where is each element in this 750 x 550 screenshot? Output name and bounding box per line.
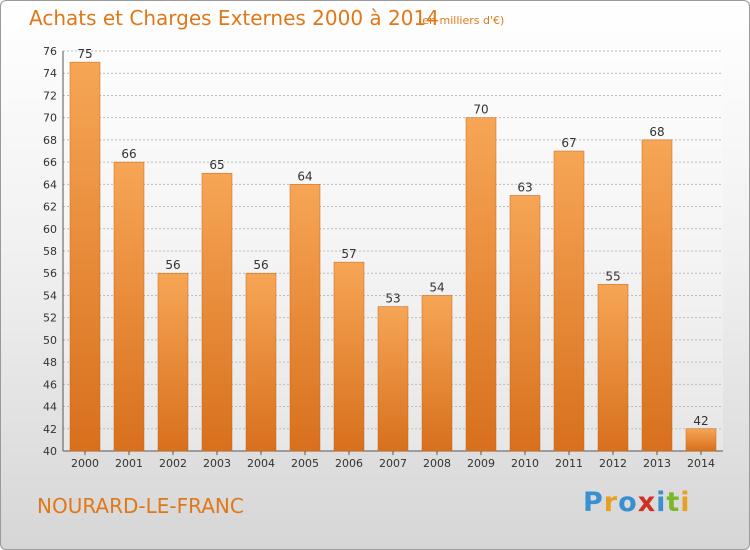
x-tick-label: 2007	[379, 457, 407, 470]
x-tick-label: 2012	[599, 457, 627, 470]
bar	[421, 295, 453, 452]
y-tick-label: 64	[43, 178, 57, 191]
y-tick-label: 54	[43, 289, 57, 302]
x-tick-label: 2013	[643, 457, 671, 470]
x-tick-label: 2001	[115, 457, 143, 470]
x-tick-label: 2014	[687, 457, 715, 470]
bar-value-label: 57	[341, 247, 356, 261]
bar-value-label: 55	[605, 269, 620, 283]
bar-value-label: 68	[649, 125, 664, 139]
bar	[157, 272, 189, 452]
y-tick-label: 56	[43, 267, 57, 280]
bar	[465, 117, 497, 452]
y-tick-label: 40	[43, 445, 57, 458]
bar-value-label: 56	[165, 258, 180, 272]
bar-value-label: 75	[77, 47, 92, 61]
logo-letter: x	[637, 487, 657, 518]
logo-letter: o	[618, 487, 638, 518]
bar	[509, 195, 541, 452]
bar-value-label: 42	[693, 414, 708, 428]
x-tick-label: 2010	[511, 457, 539, 470]
bar	[641, 139, 673, 452]
chart-title: Achats et Charges Externes 2000 à 2014	[29, 6, 439, 30]
logo-letter: t	[666, 487, 681, 518]
x-tick-label: 2002	[159, 457, 187, 470]
y-tick-label: 74	[43, 67, 57, 80]
logo-letter: i	[680, 487, 691, 518]
bar-value-label: 70	[473, 103, 488, 117]
y-tick-label: 72	[43, 89, 57, 102]
bar-value-label: 66	[121, 147, 136, 161]
bar	[245, 272, 277, 452]
y-tick-label: 70	[43, 112, 57, 125]
y-tick-label: 62	[43, 201, 57, 214]
x-tick-label: 2003	[203, 457, 231, 470]
logo-letter: i	[656, 487, 667, 518]
bar-value-label: 65	[209, 158, 224, 172]
bar	[333, 261, 365, 452]
logo-letter: P	[583, 487, 604, 518]
chart-subtitle: (en milliers d'€)	[418, 14, 505, 27]
proxiti-logo: Proxiti	[583, 487, 691, 518]
x-tick-label: 2011	[555, 457, 583, 470]
y-tick-label: 58	[43, 245, 57, 258]
y-tick-label: 60	[43, 223, 57, 236]
x-tick-label: 2008	[423, 457, 451, 470]
bar-value-label: 54	[429, 280, 444, 294]
y-tick-label: 46	[43, 378, 57, 391]
y-tick-label: 48	[43, 356, 57, 369]
commune-name: NOURARD-LE-FRANC	[37, 494, 244, 518]
x-tick-label: 2006	[335, 457, 363, 470]
y-tick-label: 50	[43, 334, 57, 347]
bar-value-label: 63	[517, 180, 532, 194]
bar	[685, 428, 717, 452]
y-tick-label: 42	[43, 423, 57, 436]
bar-value-label: 67	[561, 136, 576, 150]
x-tick-label: 2005	[291, 457, 319, 470]
logo-letter: r	[603, 487, 619, 518]
bar	[69, 61, 101, 452]
x-tick-label: 2009	[467, 457, 495, 470]
x-tick-label: 2000	[71, 457, 99, 470]
bar-value-label: 56	[253, 258, 268, 272]
y-tick-label: 66	[43, 156, 57, 169]
bar	[201, 172, 233, 452]
bar	[289, 184, 321, 452]
bar-value-label: 53	[385, 292, 400, 306]
bar	[377, 306, 409, 452]
y-tick-label: 68	[43, 134, 57, 147]
bar-value-label: 64	[297, 169, 312, 183]
x-tick-label: 2004	[247, 457, 275, 470]
bar	[553, 150, 585, 452]
y-tick-label: 52	[43, 312, 57, 325]
bar	[113, 161, 145, 452]
y-tick-label: 76	[43, 45, 57, 58]
bar	[597, 284, 629, 452]
y-tick-label: 44	[43, 401, 57, 414]
